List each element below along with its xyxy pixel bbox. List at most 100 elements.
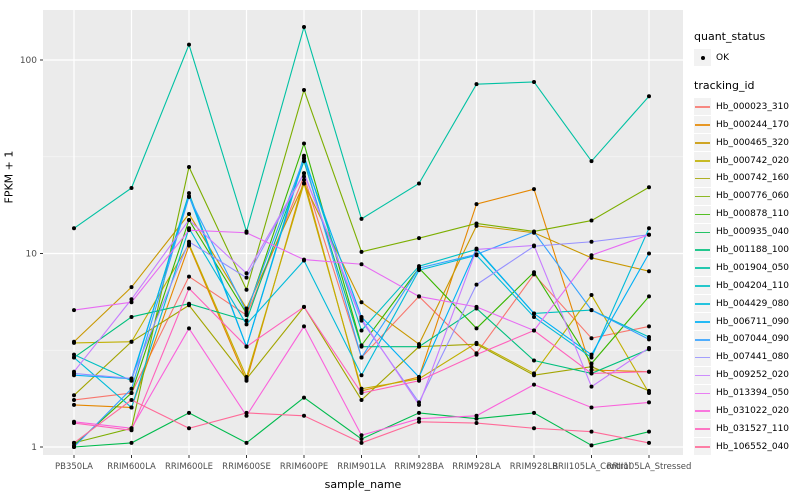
legend-item-label: Hb_001188_100 [716, 244, 790, 255]
data-point [187, 191, 191, 196]
data-point [359, 328, 364, 333]
legend-key-line-icon [694, 295, 711, 313]
data-point [532, 358, 536, 363]
data-point [589, 352, 594, 357]
legend-item-label: Hb_000878_110 [716, 209, 790, 220]
legend-key-line-icon [694, 384, 711, 402]
data-point [244, 440, 249, 445]
data-point [589, 405, 594, 410]
legend-item-Hb_000742_160: Hb_000742_160 [694, 169, 800, 187]
x-tick-label: RRIM600LE [165, 462, 213, 472]
legend-item-Hb_006711_090: Hb_006711_090 [694, 313, 800, 331]
legend-item-label: Hb_007441_080 [716, 352, 790, 363]
legend-key-line-icon [694, 348, 711, 366]
legend-item-label: Hb_000465_320 [716, 137, 790, 148]
legend-key-line-icon [694, 366, 711, 384]
data-point [129, 186, 134, 191]
data-point [532, 382, 536, 387]
data-point [532, 314, 536, 319]
data-point [302, 177, 306, 182]
x-tick-label: RRIM901LA [337, 462, 386, 472]
data-point [647, 324, 651, 329]
legend-item-label: Hb_004204_110 [716, 280, 790, 291]
legend-tracking-id-title: tracking_id [694, 78, 755, 92]
data-point [474, 342, 479, 347]
data-point [302, 25, 306, 30]
series-color-swatch [695, 410, 710, 413]
legend-key-line-icon [694, 187, 711, 205]
legend-item-Hb_000776_060: Hb_000776_060 [694, 187, 800, 205]
data-point [532, 243, 536, 248]
data-point [589, 364, 594, 369]
data-point [359, 436, 364, 441]
data-point [647, 345, 651, 350]
data-point [302, 181, 306, 186]
legend-item-Hb_001188_100: Hb_001188_100 [694, 241, 800, 259]
data-point [647, 294, 651, 299]
data-point [359, 262, 364, 267]
data-point [532, 410, 536, 415]
legend-item-Hb_031527_110: Hb_031527_110 [694, 420, 800, 438]
legend-key-line-icon [694, 241, 711, 259]
legend-item-label: Hb_000742_020 [716, 155, 790, 166]
legend-item-label: OK [716, 52, 729, 63]
data-point [302, 87, 306, 92]
data-point [474, 282, 479, 287]
data-point [187, 410, 191, 415]
series-color-swatch [695, 338, 710, 341]
data-point [589, 218, 594, 223]
data-point [187, 426, 191, 431]
data-point [417, 410, 421, 415]
data-point [474, 413, 479, 418]
data-point [359, 373, 364, 378]
x-tick-label: RRIM928BA [394, 462, 444, 472]
data-point [244, 309, 249, 314]
data-point [244, 275, 249, 280]
data-point [417, 236, 421, 241]
legend-item-Hb_000935_040: Hb_000935_040 [694, 223, 800, 241]
data-point [532, 373, 536, 378]
legend-item-Hb_009252_020: Hb_009252_020 [694, 366, 800, 384]
legend-key-line-icon [694, 205, 711, 223]
data-point [474, 304, 479, 309]
ok-point-icon [700, 55, 705, 60]
series-color-swatch [695, 285, 710, 287]
data-point [474, 421, 479, 426]
data-point [244, 271, 249, 276]
data-point [187, 42, 191, 47]
data-point [589, 355, 594, 360]
data-point [647, 440, 651, 445]
data-point [129, 440, 134, 445]
data-point [474, 202, 479, 207]
data-point [532, 270, 536, 275]
data-point [647, 388, 651, 393]
legend-item-Hb_000465_320: Hb_000465_320 [694, 134, 800, 152]
data-point [589, 253, 594, 258]
legend-key-line-icon [694, 223, 711, 241]
series-color-swatch [695, 177, 710, 180]
series-color-swatch [695, 321, 710, 323]
legend-key-line-icon [694, 259, 711, 277]
data-point [647, 94, 651, 99]
data-point [129, 397, 134, 402]
data-point [187, 217, 191, 222]
legend-item-label: Hb_000776_060 [716, 191, 790, 202]
data-point [302, 171, 306, 176]
data-point [187, 194, 191, 199]
data-point [474, 221, 479, 226]
data-point [589, 361, 594, 366]
data-point [302, 141, 306, 146]
data-point [589, 293, 594, 298]
legend-item-label: Hb_004429_080 [716, 298, 790, 309]
legend-key-line-icon [694, 277, 711, 295]
data-point [359, 249, 364, 254]
legend-item-Hb_000742_020: Hb_000742_020 [694, 152, 800, 170]
legend-quant-status-title: quant_status [694, 30, 766, 43]
legend-item-Hb_001904_050: Hb_001904_050 [694, 259, 800, 277]
data-point [72, 369, 76, 374]
data-point [72, 352, 76, 357]
data-point [647, 400, 651, 405]
data-point [129, 386, 134, 391]
legend-key-line-icon [694, 152, 711, 169]
data-point [302, 304, 306, 309]
